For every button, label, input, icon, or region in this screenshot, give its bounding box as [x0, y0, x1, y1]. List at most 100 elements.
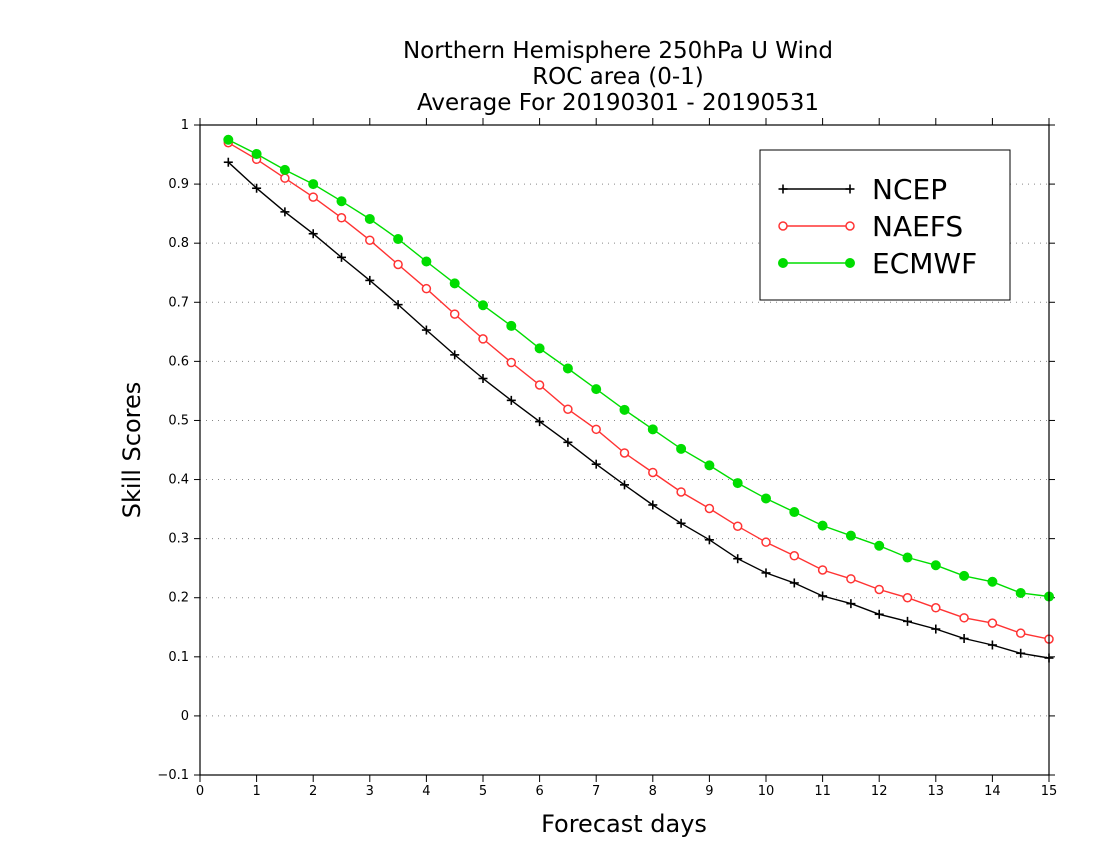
legend-label-ecmwf: ECMWF: [872, 247, 977, 280]
data-point-naefs: [959, 613, 969, 623]
data-point-naefs: [761, 537, 771, 547]
data-point-naefs: [506, 357, 517, 368]
data-point-ecmwf: [223, 134, 234, 145]
data-point-ecmwf: [619, 404, 630, 415]
x-tick-label: 13: [928, 784, 945, 799]
x-tick-label: 15: [1041, 784, 1058, 799]
legend-marker-ncep: [778, 184, 788, 194]
plot-frame: [199, 124, 1050, 776]
tick-marks: [194, 118, 1055, 782]
y-tick-label: 0.9: [168, 177, 189, 192]
data-point-ncep: [563, 437, 573, 447]
x-tick-label: 10: [758, 784, 775, 799]
data-point-ecmwf: [647, 424, 658, 435]
series-layer: [223, 134, 1054, 663]
data-point-naefs: [619, 448, 630, 458]
data-point-ncep: [931, 624, 941, 634]
data-point-ncep: [846, 599, 856, 609]
legend-label-ncep: NCEP: [872, 173, 947, 206]
data-point-naefs: [563, 404, 573, 414]
data-point-ncep: [365, 275, 375, 285]
data-point-ecmwf: [732, 478, 743, 489]
data-point-ncep: [704, 535, 714, 545]
data-point-ncep: [1016, 648, 1026, 658]
data-point-naefs: [1015, 628, 1026, 638]
chart-title-line-2: ROC area (0-1): [532, 64, 704, 90]
series-line-naefs: [227, 142, 1050, 640]
data-point-ecmwf: [393, 234, 404, 245]
x-tick-label: 4: [422, 784, 430, 799]
data-point-ncep: [535, 417, 545, 427]
data-point-naefs: [421, 283, 432, 294]
data-point-ncep: [818, 591, 828, 601]
series-ecmwf: [223, 134, 1054, 602]
data-point-naefs: [308, 192, 318, 202]
data-point-ecmwf: [506, 320, 517, 331]
data-point-naefs: [365, 235, 375, 245]
data-point-naefs: [902, 592, 913, 603]
series-naefs: [223, 137, 1054, 644]
data-point-ncep: [874, 609, 884, 619]
y-tick-label: −0.1: [157, 768, 189, 783]
y-tick-label: 0.1: [168, 650, 189, 665]
data-point-ncep: [959, 634, 969, 643]
data-point-ecmwf: [874, 540, 885, 551]
legend-item-ncep: NCEP: [778, 173, 947, 206]
data-point-ecmwf: [449, 278, 460, 289]
legend-box: [759, 149, 1011, 301]
legend-item-ecmwf: ECMWF: [778, 247, 977, 280]
data-point-ecmwf: [591, 384, 602, 395]
y-tick-label: 0.5: [168, 413, 189, 428]
data-point-naefs: [648, 467, 658, 478]
x-tick-label: 1: [252, 784, 260, 799]
x-tick-label: 7: [592, 784, 600, 799]
y-axis-label: Skill Scores: [118, 382, 146, 519]
data-point-ecmwf: [534, 343, 545, 354]
y-tick-label: 0.7: [168, 295, 189, 310]
data-point-naefs: [817, 565, 828, 575]
data-point-naefs: [280, 173, 290, 183]
y-tick-label: 0.6: [168, 354, 189, 369]
y-tick-labels: −0.1 0 0.1 0.2 0.3 0.4 0.5 0.6 0.7 0.8 0.9 1: [157, 118, 189, 783]
data-point-ncep: [987, 640, 997, 650]
y-tick-label: 0: [181, 709, 189, 724]
data-point-ncep: [733, 554, 743, 564]
data-point-ncep: [789, 578, 799, 588]
data-point-naefs: [789, 551, 800, 561]
data-point-naefs: [449, 309, 460, 319]
y-tick-label: 0.2: [168, 591, 189, 606]
y-tick-label: 1: [181, 118, 189, 133]
data-point-naefs: [732, 521, 743, 531]
data-point-ecmwf: [761, 493, 771, 504]
legend-label-naefs: NAEFS: [872, 210, 963, 243]
x-tick-label: 8: [649, 784, 657, 799]
legend-marker-naefs: [845, 221, 855, 231]
data-point-ncep: [337, 252, 346, 262]
data-point-naefs: [704, 503, 715, 514]
y-tick-label: 0.3: [168, 532, 189, 547]
x-tick-label: 0: [196, 784, 204, 799]
x-tick-label: 6: [535, 784, 543, 799]
chart-title-line-1: Northern Hemisphere 250hPa U Wind: [403, 38, 833, 64]
data-point-naefs: [336, 213, 347, 223]
data-point-ecmwf: [704, 460, 715, 471]
data-point-ecmwf: [930, 560, 941, 571]
data-point-ecmwf: [817, 520, 828, 531]
legend-item-naefs: NAEFS: [778, 210, 963, 243]
data-point-ecmwf: [336, 196, 347, 207]
legend: NCEP NAEFS ECMWF: [759, 149, 1011, 301]
data-point-ecmwf: [562, 363, 573, 374]
data-point-ncep: [506, 395, 516, 405]
data-point-ecmwf: [987, 576, 998, 587]
data-point-naefs: [393, 259, 403, 270]
legend-marker-ecmwf: [845, 258, 855, 268]
legend-items: NCEP NAEFS ECMWF: [778, 173, 977, 280]
data-point-naefs: [987, 618, 998, 628]
data-point-naefs: [874, 584, 884, 595]
data-point-ecmwf: [251, 148, 262, 159]
data-point-naefs: [591, 424, 601, 435]
x-tick-label: 3: [366, 784, 374, 799]
x-tick-label: 11: [814, 784, 831, 799]
x-axis-label: Forecast days: [541, 810, 707, 838]
